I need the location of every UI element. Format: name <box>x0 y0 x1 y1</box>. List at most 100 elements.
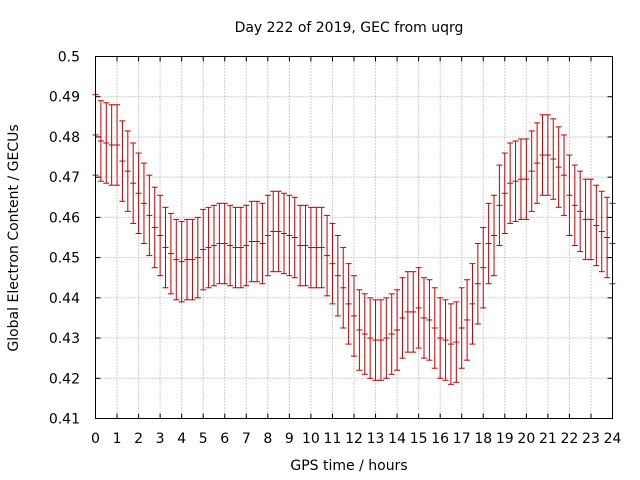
data-point <box>571 164 578 247</box>
x-tick-label: 12 <box>345 431 363 447</box>
x-tick-label: 1 <box>113 431 122 447</box>
data-point <box>254 200 261 283</box>
x-tick-label: 3 <box>156 431 165 447</box>
data-point <box>388 293 395 375</box>
data-point <box>561 134 568 216</box>
data-point <box>544 114 551 196</box>
data-point <box>399 277 406 359</box>
y-axis-label: Global Electron Content / GECUs <box>6 124 22 351</box>
data-point <box>270 190 277 273</box>
data-point <box>275 190 282 273</box>
x-tick-label: 22 <box>561 431 579 447</box>
data-point <box>307 206 314 289</box>
y-tick-label: 0.44 <box>49 291 80 307</box>
data-point <box>334 234 341 317</box>
data-point <box>394 289 401 371</box>
data-point <box>124 130 131 212</box>
data-point <box>340 247 347 329</box>
data-point <box>410 271 417 353</box>
data-point <box>485 202 492 285</box>
data-point <box>464 279 471 361</box>
data-point <box>528 130 535 212</box>
data-point <box>539 114 546 196</box>
data-point <box>431 287 438 369</box>
data-point <box>507 142 514 224</box>
data-point <box>469 263 476 345</box>
x-tick-label: 15 <box>410 431 428 447</box>
data-point <box>587 178 594 261</box>
data-point <box>146 174 153 257</box>
data-point <box>205 206 212 289</box>
data-point <box>114 104 121 186</box>
data-point <box>248 200 255 283</box>
data-point <box>189 218 196 301</box>
y-tick-label: 0.47 <box>49 170 80 186</box>
x-tick-label: 23 <box>582 431 600 447</box>
y-tick-label: 0.46 <box>49 210 80 226</box>
data-point <box>421 277 428 359</box>
data-point <box>523 138 530 220</box>
data-point <box>243 204 250 287</box>
data-point <box>577 170 584 253</box>
data-point <box>329 222 336 305</box>
x-tick-label: 17 <box>453 431 471 447</box>
x-tick-label: 0 <box>91 431 100 447</box>
data-point <box>151 186 158 269</box>
data-point <box>286 194 293 277</box>
data-point <box>415 267 422 349</box>
data-point <box>135 152 142 234</box>
x-tick-label: 14 <box>388 431 406 447</box>
data-point <box>173 218 180 301</box>
data-point <box>447 303 454 385</box>
data-point <box>496 164 503 247</box>
data-point <box>377 299 384 381</box>
data-point <box>324 214 331 297</box>
data-point <box>232 206 239 289</box>
y-tick-label: 0.5 <box>58 50 80 66</box>
x-tick-label: 10 <box>302 431 320 447</box>
data-point <box>367 297 374 379</box>
plot-frame <box>95 56 613 419</box>
data-point <box>313 206 320 289</box>
y-tick-label: 0.41 <box>49 412 80 428</box>
data-point <box>297 204 304 287</box>
data-point <box>280 192 287 275</box>
data-point <box>501 152 508 234</box>
y-tick-label: 0.49 <box>49 90 80 106</box>
x-tick-label: 5 <box>199 431 208 447</box>
data-point <box>517 138 524 220</box>
axis-ticks <box>95 56 613 419</box>
grid-lines <box>95 56 613 419</box>
data-point <box>216 202 223 285</box>
data-point <box>534 122 541 204</box>
y-tick-label: 0.43 <box>49 331 80 347</box>
x-tick-label: 11 <box>324 431 342 447</box>
data-point <box>426 279 433 361</box>
data-point <box>474 243 481 325</box>
x-tick-label: 2 <box>134 431 143 447</box>
data-point <box>351 275 357 357</box>
data-point <box>178 220 185 303</box>
data-point <box>318 206 325 289</box>
data-point <box>162 206 169 289</box>
x-tick-labels: 0 1 2 3 4 5 6 7 8 9 10 11 12 13 14 15 16 17 18 19 20 21 22 23 24 <box>91 431 621 447</box>
y-tick-label: 0.48 <box>49 130 80 146</box>
data-point <box>383 297 390 379</box>
data-point <box>237 206 244 289</box>
x-tick-label: 19 <box>496 431 514 447</box>
x-tick-label: 8 <box>263 431 272 447</box>
data-point <box>108 104 115 186</box>
x-tick-label: 16 <box>431 431 449 447</box>
data-point <box>140 162 147 245</box>
data-point <box>480 226 487 309</box>
data-point <box>184 218 191 301</box>
gec-series <box>92 94 616 385</box>
x-tick-label: 9 <box>285 431 294 447</box>
x-tick-label: 21 <box>539 431 557 447</box>
data-point <box>361 293 368 375</box>
data-point <box>372 299 379 381</box>
data-point <box>221 202 228 285</box>
data-point <box>491 194 498 277</box>
data-point <box>453 301 460 383</box>
